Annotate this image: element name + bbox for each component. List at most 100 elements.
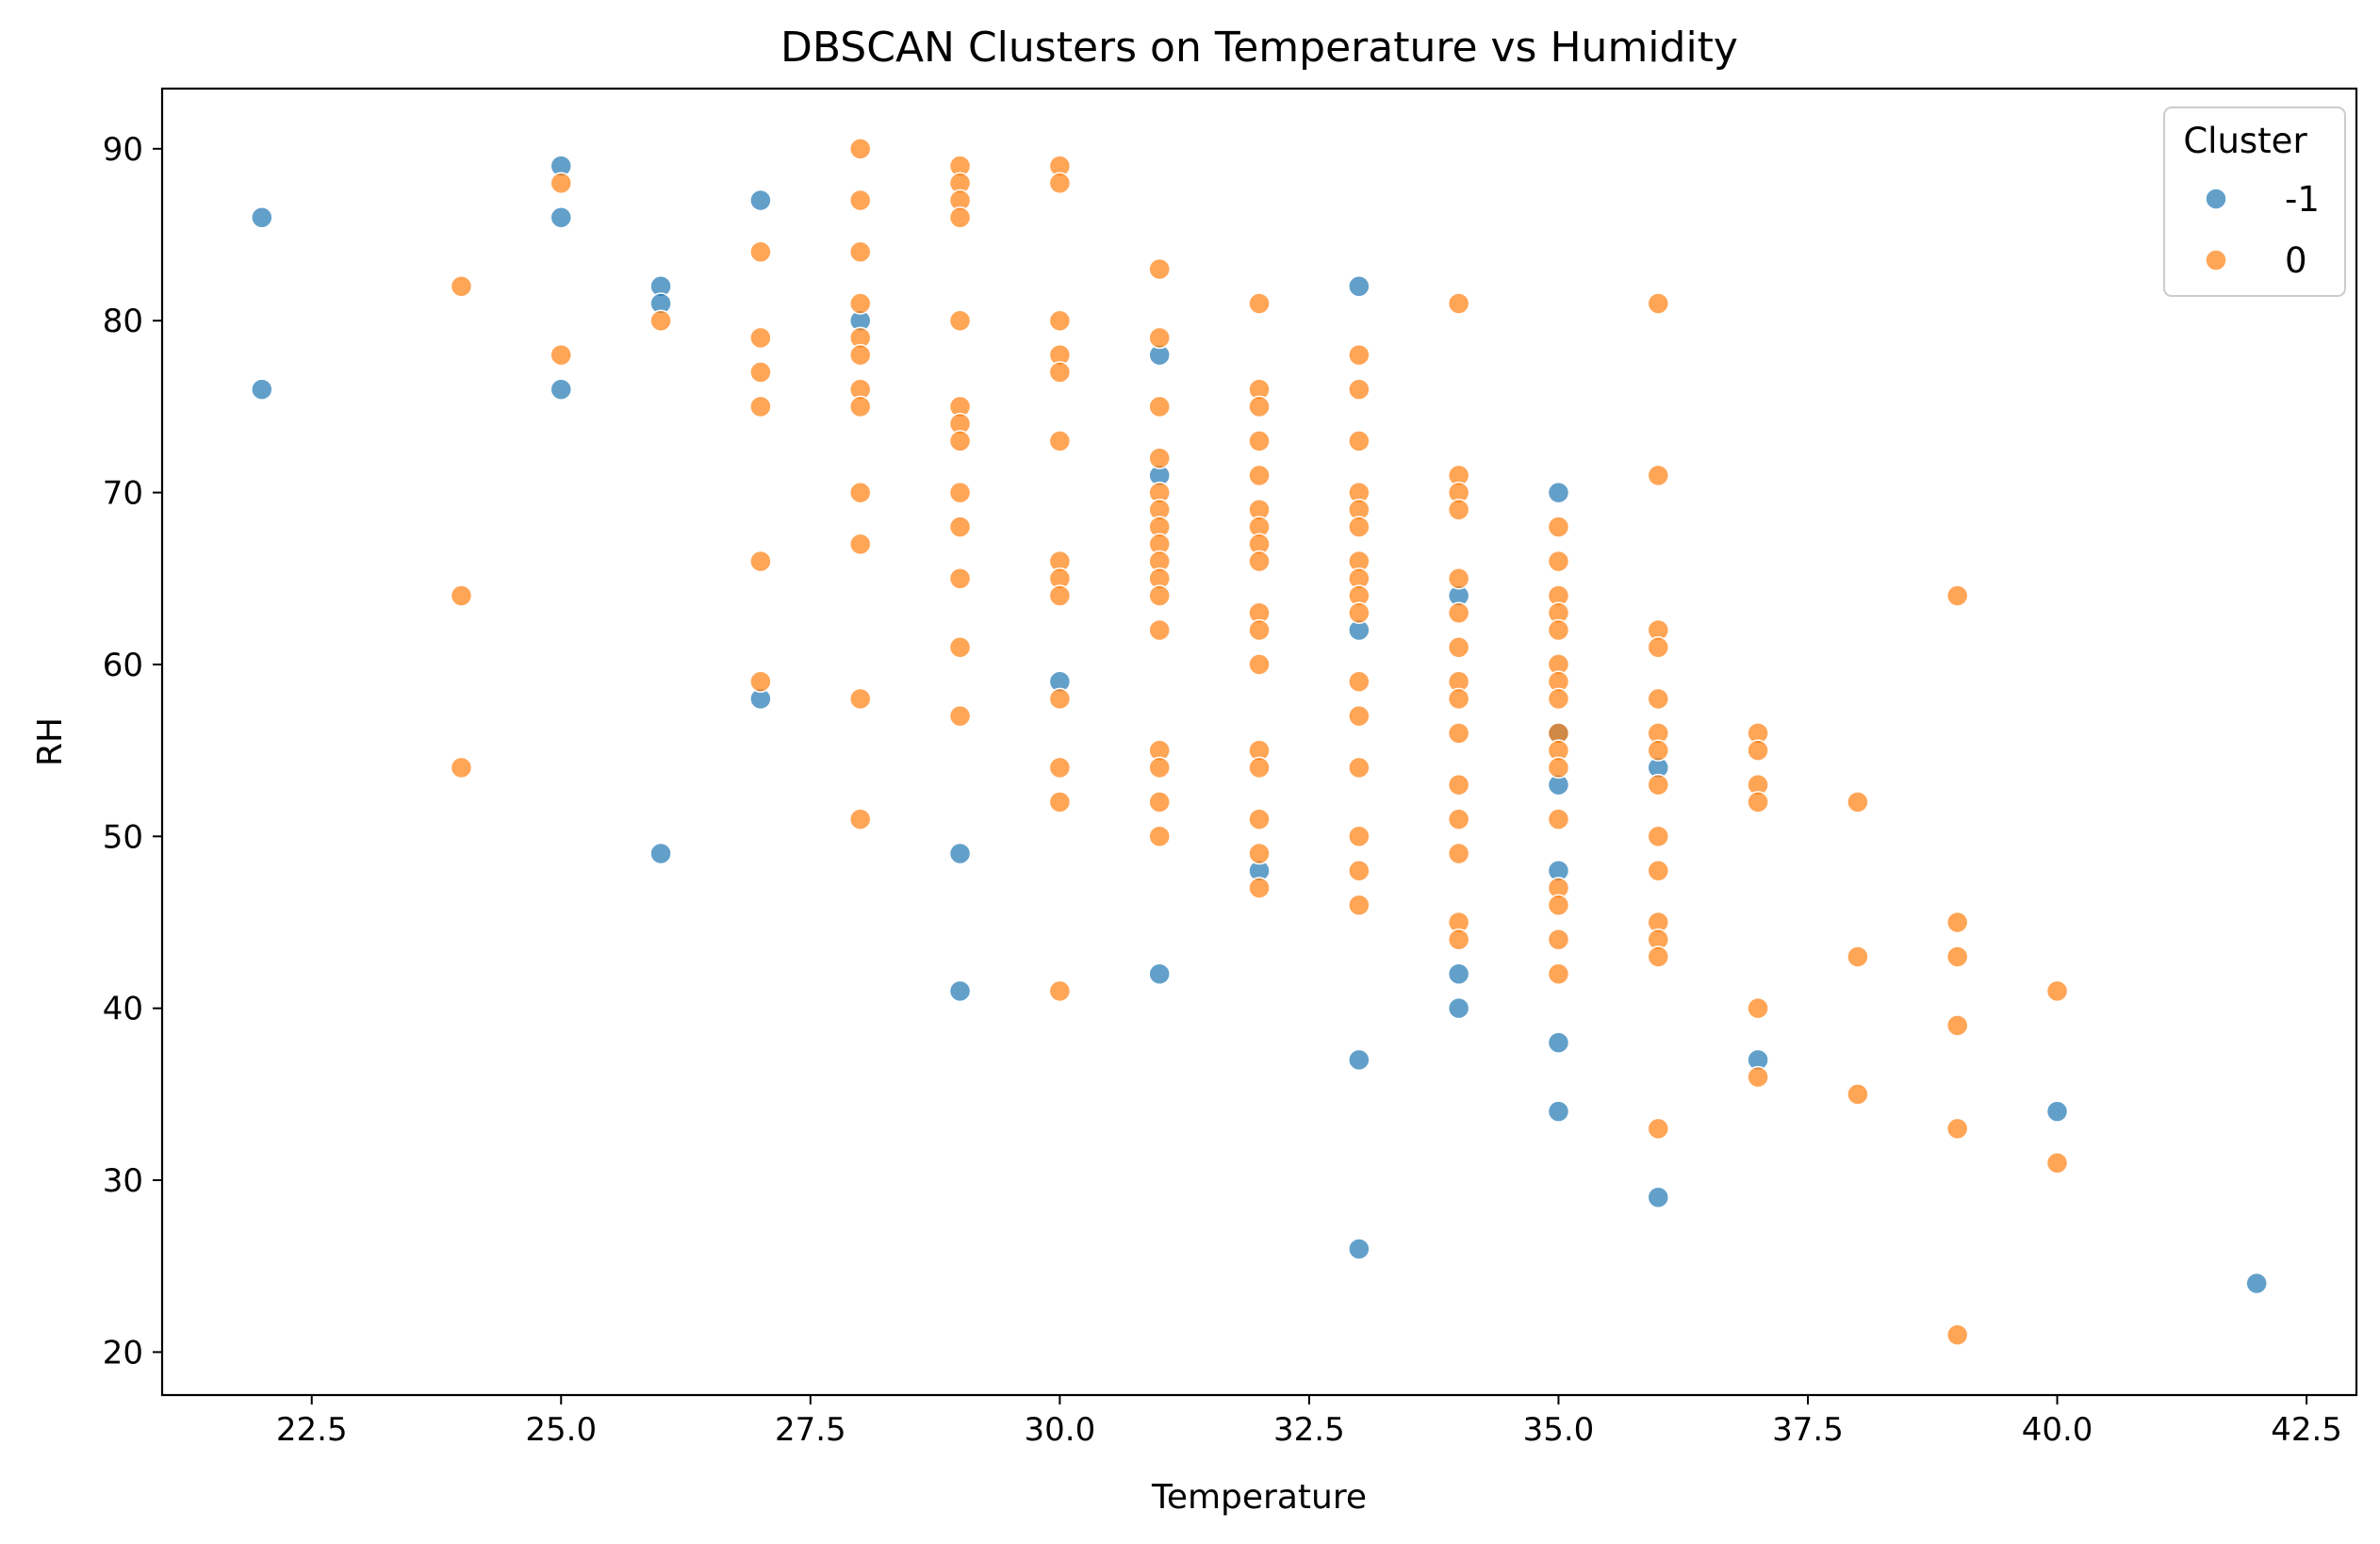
data-point — [848, 292, 872, 315]
data-point — [1447, 842, 1470, 865]
data-point — [1248, 430, 1271, 452]
data-point — [1747, 739, 1769, 762]
chart-title: DBSCAN Clusters on Temperature vs Humidi… — [780, 24, 1738, 72]
data-point — [1348, 756, 1371, 780]
legend-label-cluster-neg1: -1 — [2285, 179, 2320, 220]
data-point — [1348, 894, 1371, 916]
data-point — [948, 979, 972, 1003]
data-point — [1048, 584, 1072, 607]
data-point — [1148, 584, 1171, 607]
data-point — [251, 378, 273, 401]
y-tick-label: 40 — [103, 991, 143, 1028]
data-point — [550, 343, 573, 367]
y-tick-label: 90 — [103, 131, 143, 169]
data-point — [2045, 1152, 2069, 1174]
data-point — [1248, 464, 1271, 487]
y-tick-label: 50 — [103, 818, 143, 856]
data-point — [1547, 550, 1570, 573]
legend-box — [2163, 107, 2346, 297]
data-point — [251, 206, 273, 229]
y-axis: 20 30 40 50 60 70 80 90 — [103, 131, 162, 1372]
x-axis: 22.5 25.0 27.5 30.0 32.5 35.0 37.5 40.0 42.5 — [276, 1395, 2342, 1449]
data-point — [1945, 911, 1969, 934]
data-point — [1348, 430, 1371, 452]
data-point — [1447, 773, 1470, 797]
data-point — [1148, 825, 1171, 848]
data-point — [1847, 945, 1869, 968]
legend-marker-cluster-neg1 — [2205, 188, 2227, 210]
data-point — [1048, 791, 1072, 813]
data-point — [1348, 516, 1371, 538]
data-point — [1248, 550, 1271, 573]
data-point — [1647, 825, 1670, 848]
data-point — [1447, 635, 1470, 659]
y-tick-label: 20 — [103, 1334, 143, 1372]
data-point — [1647, 773, 1670, 797]
data-point — [1348, 378, 1371, 401]
data-point — [1647, 635, 1670, 659]
data-point — [1447, 499, 1470, 521]
data-point — [1847, 1083, 1869, 1106]
data-point — [749, 240, 772, 263]
data-point — [948, 516, 972, 538]
data-point — [2045, 1100, 2069, 1123]
x-tick-label: 37.5 — [1772, 1411, 1844, 1449]
data-point — [1447, 687, 1470, 711]
data-point — [1847, 791, 1869, 813]
data-point — [848, 343, 872, 367]
data-point — [1447, 722, 1470, 745]
data-point — [1547, 516, 1570, 538]
data-point — [1348, 670, 1371, 693]
data-point — [2245, 1272, 2268, 1295]
data-point — [1547, 962, 1570, 985]
data-point — [1647, 1117, 1670, 1141]
data-point — [1747, 996, 1769, 1020]
data-point — [1148, 618, 1171, 642]
data-point — [1348, 274, 1371, 298]
data-point — [1945, 945, 1969, 968]
data-point — [1348, 860, 1371, 882]
data-point — [1547, 1100, 1570, 1123]
data-point — [550, 206, 573, 229]
x-tick-label: 35.0 — [1523, 1411, 1595, 1449]
data-point — [1148, 962, 1171, 985]
data-point — [848, 189, 872, 212]
y-axis-label: RH — [31, 717, 70, 766]
data-point — [450, 584, 473, 607]
y-tick-label: 60 — [103, 647, 143, 684]
data-point — [2045, 979, 2069, 1003]
data-point — [1447, 928, 1470, 951]
data-point — [948, 481, 972, 504]
data-point — [749, 670, 772, 693]
data-point — [1747, 791, 1769, 813]
data-point — [1547, 618, 1570, 642]
data-point — [1248, 653, 1271, 676]
data-point — [1348, 1048, 1371, 1072]
data-point — [1348, 601, 1371, 624]
data-point — [1945, 1323, 1969, 1346]
x-tick-label: 40.0 — [2022, 1411, 2093, 1449]
data-point — [1647, 464, 1670, 487]
data-point — [1647, 687, 1670, 711]
data-point — [550, 172, 573, 195]
data-point — [1647, 1186, 1670, 1209]
data-point — [1447, 996, 1470, 1020]
data-point — [1048, 430, 1072, 452]
legend-label-cluster-0: 0 — [2285, 240, 2307, 281]
data-point — [1447, 962, 1470, 985]
data-point — [1945, 1117, 1969, 1141]
legend-title: Cluster — [2183, 121, 2307, 161]
data-point — [1547, 928, 1570, 951]
data-point — [1248, 395, 1271, 419]
data-point — [1048, 756, 1072, 780]
legend-marker-cluster-0 — [2205, 249, 2227, 271]
data-point — [948, 309, 972, 332]
series-cluster-0 — [450, 138, 2069, 1346]
data-point — [1048, 172, 1072, 195]
data-point — [1248, 618, 1271, 642]
data-point — [749, 326, 772, 350]
x-tick-label: 22.5 — [276, 1411, 348, 1449]
data-point — [1048, 979, 1072, 1003]
data-point — [948, 842, 972, 865]
x-tick-label: 42.5 — [2271, 1411, 2342, 1449]
